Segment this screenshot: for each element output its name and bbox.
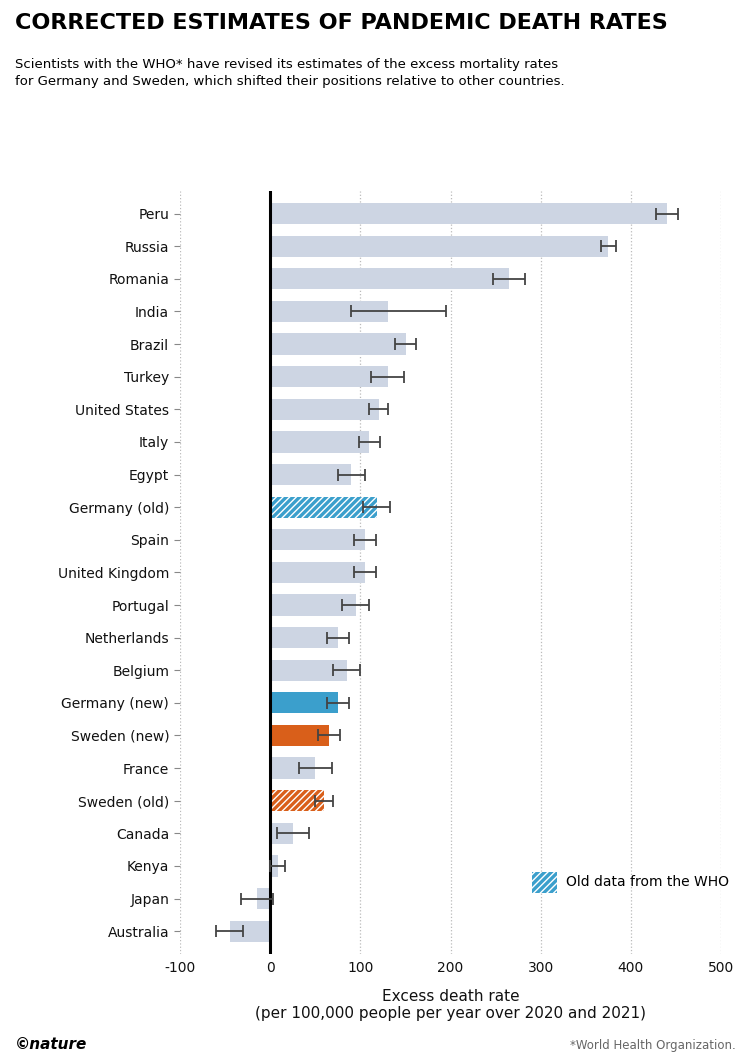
Text: *World Health Organization.: *World Health Organization. [570, 1039, 736, 1052]
Text: Scientists with the WHO* have revised its estimates of the excess mortality rate: Scientists with the WHO* have revised it… [15, 58, 565, 88]
Bar [270, 823, 293, 844]
Bar [270, 595, 356, 616]
Text: Old data from the WHO: Old data from the WHO [566, 876, 729, 889]
Bar [270, 496, 377, 517]
Bar [270, 659, 347, 681]
Bar [270, 790, 324, 811]
Bar [270, 204, 667, 225]
Bar [270, 268, 509, 289]
X-axis label: Excess death rate
(per 100,000 people per year over 2020 and 2021): Excess death rate (per 100,000 people pe… [255, 989, 646, 1021]
Bar [270, 431, 369, 453]
Bar [270, 334, 406, 355]
Bar [270, 855, 278, 877]
Text: ©nature: ©nature [15, 1037, 87, 1052]
Bar [270, 758, 315, 779]
Bar [270, 692, 338, 713]
Bar [532, 871, 557, 893]
Text: CORRECTED ESTIMATES OF PANDEMIC DEATH RATES: CORRECTED ESTIMATES OF PANDEMIC DEATH RA… [15, 13, 668, 33]
Bar [270, 399, 379, 420]
Bar [270, 529, 365, 550]
Bar [270, 464, 351, 485]
Bar [270, 366, 388, 387]
Bar [257, 888, 270, 909]
Bar [270, 628, 338, 649]
Bar [230, 920, 270, 941]
Bar [270, 725, 329, 746]
Bar [270, 301, 388, 322]
Bar [270, 235, 608, 257]
Bar [270, 562, 365, 583]
